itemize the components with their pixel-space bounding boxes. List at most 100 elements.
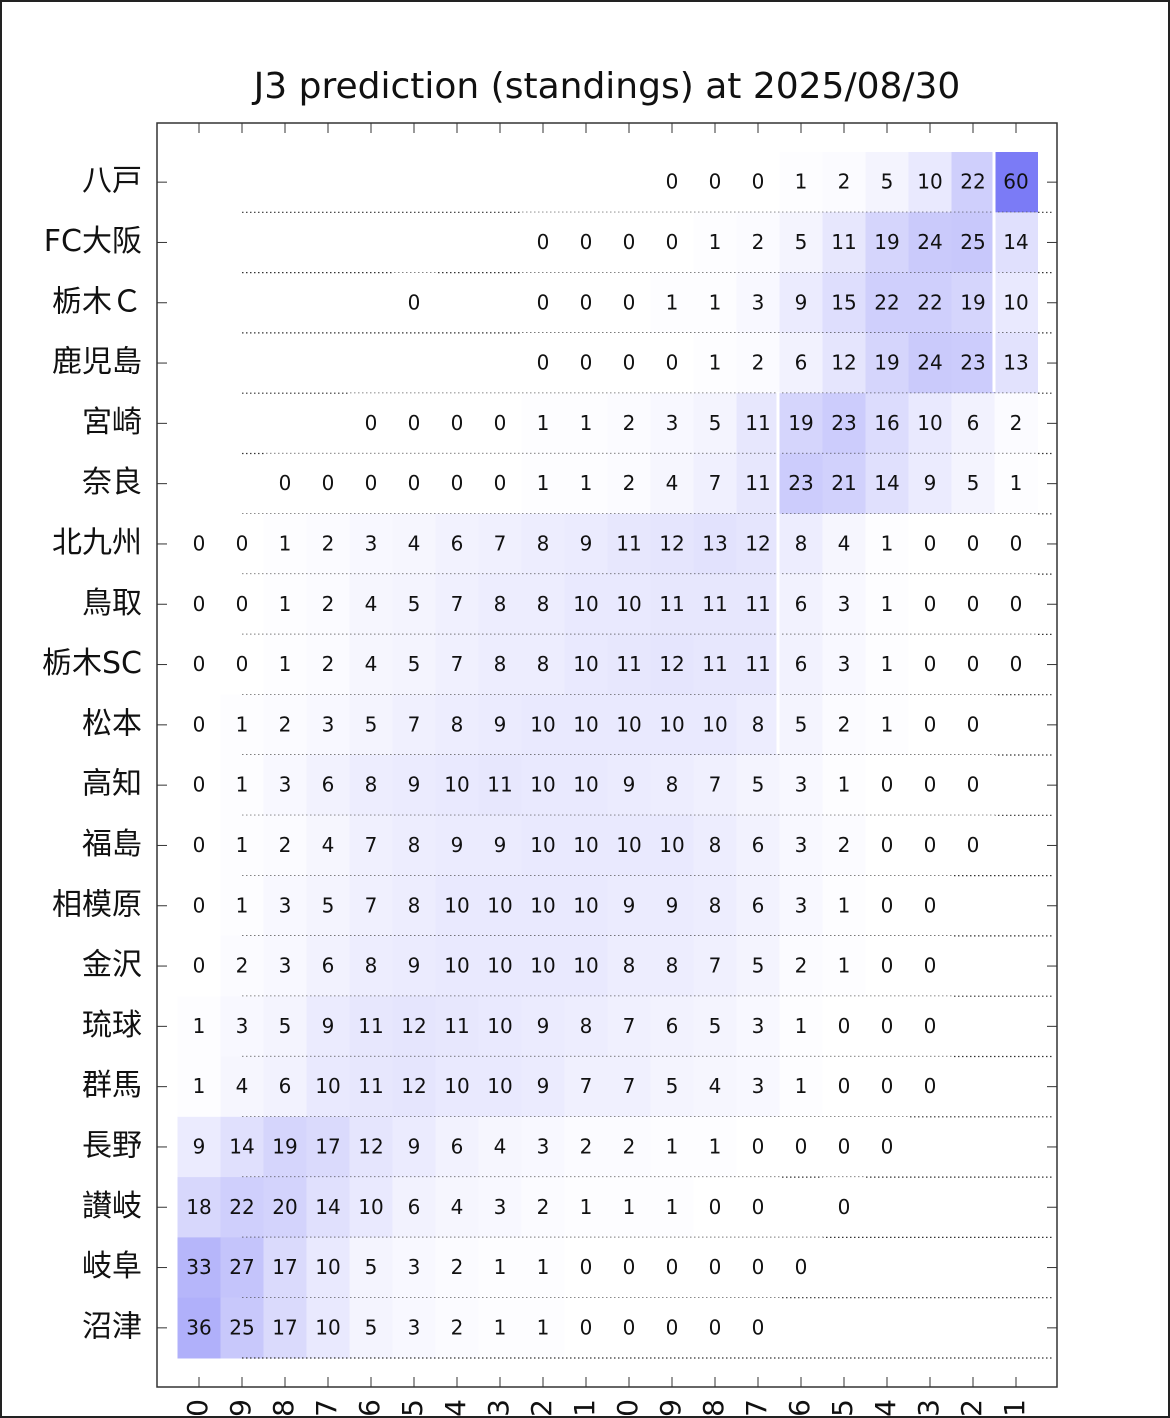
cell bbox=[822, 453, 866, 515]
cell-label: 0 bbox=[924, 1074, 937, 1098]
cell-label: 0 bbox=[580, 290, 593, 314]
cell bbox=[951, 634, 995, 696]
cell bbox=[306, 453, 350, 515]
cell bbox=[564, 212, 608, 274]
cell bbox=[177, 1297, 221, 1359]
cell bbox=[392, 1297, 436, 1359]
cell bbox=[392, 453, 436, 515]
cell bbox=[220, 1116, 264, 1178]
cell bbox=[521, 634, 565, 696]
cell-label: 2 bbox=[838, 712, 851, 736]
cell bbox=[220, 694, 264, 756]
cell-label: 2 bbox=[322, 592, 335, 616]
cell-label: 16 bbox=[874, 411, 899, 435]
cell-label: 1 bbox=[666, 290, 679, 314]
x-tick-label: 18 bbox=[267, 1399, 300, 1416]
cell-label: 0 bbox=[709, 170, 722, 194]
cell bbox=[865, 694, 909, 756]
row-label: 福島 bbox=[82, 827, 142, 862]
cell bbox=[908, 212, 952, 274]
row-label: 金沢 bbox=[82, 948, 142, 983]
cell-label: 1 bbox=[709, 230, 722, 254]
x-tick-label: 3 bbox=[912, 1399, 945, 1416]
cell bbox=[951, 152, 995, 213]
cell-label: 1 bbox=[795, 1014, 808, 1038]
cell bbox=[177, 875, 221, 937]
cell-label: 10 bbox=[573, 954, 598, 978]
cell bbox=[306, 1237, 350, 1299]
cell-label: 8 bbox=[537, 531, 550, 555]
cell bbox=[951, 513, 995, 575]
cell-label: 22 bbox=[917, 290, 942, 314]
cell bbox=[306, 1297, 350, 1359]
cell bbox=[951, 272, 995, 334]
cell bbox=[822, 272, 866, 334]
cell-label: 7 bbox=[408, 712, 421, 736]
cell bbox=[478, 1056, 522, 1118]
row-label: 高知 bbox=[82, 767, 142, 802]
cell-label: 1 bbox=[881, 712, 894, 736]
cell-label: 0 bbox=[623, 290, 636, 314]
row-label: 松本 bbox=[82, 706, 142, 741]
cell-label: 18 bbox=[186, 1195, 211, 1219]
cell-label: 33 bbox=[186, 1255, 211, 1279]
cell bbox=[607, 1056, 651, 1118]
cell bbox=[994, 453, 1038, 515]
cell-label: 1 bbox=[494, 1255, 507, 1279]
cell bbox=[650, 935, 694, 997]
x-tick-label: 6 bbox=[783, 1399, 816, 1416]
cell-label: 0 bbox=[666, 230, 679, 254]
cell-label: 9 bbox=[494, 833, 507, 857]
cell-label: 10 bbox=[573, 773, 598, 797]
cell bbox=[650, 815, 694, 877]
cell-label: 9 bbox=[193, 1134, 206, 1158]
cell-label: 9 bbox=[408, 954, 421, 978]
cell-label: 0 bbox=[838, 1134, 851, 1158]
cell-label: 0 bbox=[924, 773, 937, 797]
cell bbox=[650, 152, 694, 213]
cell bbox=[607, 1116, 651, 1178]
cell bbox=[693, 815, 737, 877]
cell bbox=[779, 815, 823, 877]
cell bbox=[478, 875, 522, 937]
x-tick-label: 12 bbox=[525, 1399, 558, 1416]
cell bbox=[908, 634, 952, 696]
cell-label: 17 bbox=[272, 1255, 297, 1279]
cell-label: 0 bbox=[924, 531, 937, 555]
cell-label: 4 bbox=[709, 1074, 722, 1098]
cell bbox=[650, 1297, 694, 1359]
cell bbox=[521, 453, 565, 515]
cell bbox=[306, 875, 350, 937]
cell-label: 6 bbox=[451, 1134, 464, 1158]
cell bbox=[220, 935, 264, 997]
cell bbox=[177, 694, 221, 756]
cell bbox=[478, 453, 522, 515]
cell-label: 5 bbox=[365, 1255, 378, 1279]
cell bbox=[607, 574, 651, 635]
cell bbox=[650, 393, 694, 454]
cell bbox=[521, 513, 565, 575]
cell bbox=[736, 875, 780, 937]
cell bbox=[177, 1056, 221, 1118]
cell bbox=[220, 574, 264, 635]
cell bbox=[263, 634, 307, 696]
cell bbox=[822, 1116, 866, 1178]
cell-label: 1 bbox=[709, 351, 722, 375]
cell-label: 27 bbox=[229, 1255, 254, 1279]
cell bbox=[736, 1177, 780, 1238]
cell-label: 3 bbox=[322, 712, 335, 736]
cell-label: 10 bbox=[573, 592, 598, 616]
cell bbox=[349, 694, 393, 756]
cell-label: 10 bbox=[444, 1074, 469, 1098]
cell bbox=[220, 815, 264, 877]
row-label: 八戸 bbox=[82, 164, 142, 199]
cell bbox=[306, 574, 350, 635]
cell-label: 0 bbox=[795, 1255, 808, 1279]
cell bbox=[822, 574, 866, 635]
cell bbox=[908, 574, 952, 635]
cell-label: 5 bbox=[752, 773, 765, 797]
cell bbox=[908, 935, 952, 997]
cell-label: 9 bbox=[924, 471, 937, 495]
cell bbox=[478, 935, 522, 997]
cell bbox=[736, 935, 780, 997]
